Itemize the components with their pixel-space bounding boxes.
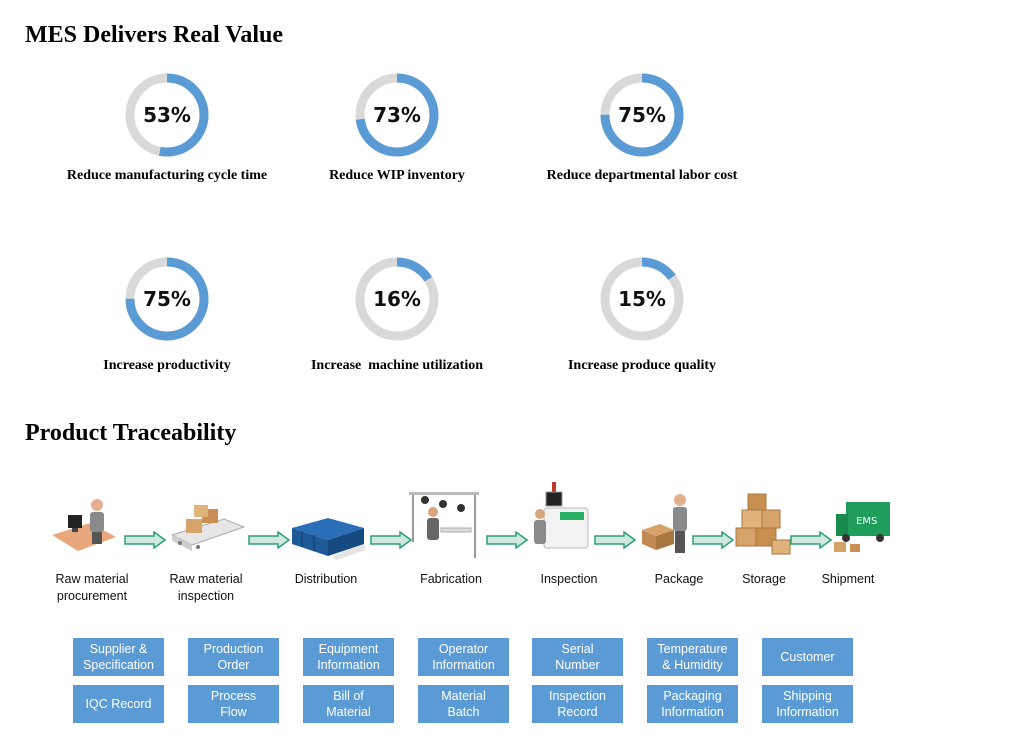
stacked-boxes-icon [735, 493, 791, 555]
trace-info-box: Serial Number [532, 638, 623, 676]
metric-card: 53% Reduce manufacturing cycle time [47, 72, 287, 184]
donut-arc [125, 257, 209, 341]
percentage-value: 15% [618, 287, 666, 311]
flow-arrow-icon [790, 531, 832, 549]
percentage-donut: 15% [600, 257, 684, 341]
metric-card: 75% Increase productivity [47, 256, 287, 374]
percentage-value: 73% [373, 103, 421, 127]
percentage-value: 53% [143, 103, 191, 127]
donut-arc [600, 257, 684, 341]
metric-card: 75% Reduce departmental labor cost [522, 72, 762, 184]
value-section-title: MES Delivers Real Value [25, 22, 283, 48]
packing-worker-icon [642, 494, 687, 553]
donut-arc [125, 73, 209, 157]
trace-info-box: Bill of Material [303, 685, 394, 723]
percentage-donut: 53% [125, 73, 209, 157]
percentage-value: 75% [143, 287, 191, 311]
donut-arc [600, 73, 684, 157]
trace-info-box: Temperature & Humidity [647, 638, 738, 676]
step-label: Storage [742, 572, 786, 586]
step-label: Shipment [821, 572, 875, 586]
trace-info-box: IQC Record [73, 685, 164, 723]
percentage-donut: 75% [125, 257, 209, 341]
flow-arrow-icon [248, 531, 290, 549]
trace-info-box: Customer [762, 638, 853, 676]
metric-label: Increase productivity [103, 358, 231, 373]
metric-card: 73% Reduce WIP inventory [277, 72, 517, 184]
svg-text:EMS: EMS [856, 516, 877, 527]
flow-arrow-icon [370, 531, 412, 549]
crate-pallet-icon [292, 518, 366, 560]
trace-info-box: Inspection Record [532, 685, 623, 723]
metric-card: 15% Increase produce quality [522, 256, 762, 374]
percentage-donut: 75% [600, 73, 684, 157]
trace-info-box: Equipment Information [303, 638, 394, 676]
donut-arc [355, 257, 439, 341]
assembly-station-icon [409, 492, 479, 558]
computer-worker-icon [52, 499, 116, 551]
metric-label: Reduce departmental labor cost [546, 168, 738, 183]
metric-card: 16% Increase machine utilization [277, 256, 517, 374]
trace-info-box: Process Flow [188, 685, 279, 723]
step-label: Raw material procurement [55, 572, 129, 603]
metric-label: Increase machine utilization [310, 358, 483, 373]
metric-label: Reduce WIP inventory [329, 168, 465, 183]
percentage-donut: 16% [355, 257, 439, 341]
step-label: Distribution [294, 572, 358, 586]
step-label: Fabrication [420, 572, 482, 586]
trace-info-box: Production Order [188, 638, 279, 676]
trace-info-box: Packaging Information [647, 685, 738, 723]
trace-info-box: Supplier & Specification [73, 638, 164, 676]
donut-arc [355, 73, 439, 157]
step-label: Inspection [540, 572, 598, 586]
flow-arrow-icon [594, 531, 636, 549]
percentage-value: 75% [618, 103, 666, 127]
trace-info-box: Material Batch [418, 685, 509, 723]
conveyor-boxes-icon [170, 505, 246, 551]
inspection-machine-icon [534, 482, 589, 549]
percentage-donut: 73% [355, 73, 439, 157]
flow-arrow-icon [486, 531, 528, 549]
trace-info-box: Operator Information [418, 638, 509, 676]
flow-arrow-icon [124, 531, 166, 549]
metric-label: Increase produce quality [567, 358, 717, 373]
flow-arrow-icon [692, 531, 734, 549]
step-label: Raw material inspection [169, 572, 243, 603]
step-label: Package [654, 572, 704, 586]
trace-info-box: Shipping Information [762, 685, 853, 723]
traceability-section-title: Product Traceability [25, 420, 237, 446]
ems-truck-icon: EMS [834, 502, 890, 552]
metric-label: Reduce manufacturing cycle time [66, 168, 268, 183]
percentage-value: 16% [373, 287, 421, 311]
